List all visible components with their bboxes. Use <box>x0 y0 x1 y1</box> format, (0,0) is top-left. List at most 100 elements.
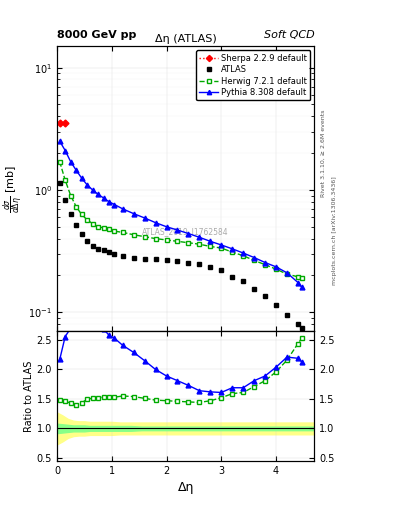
Herwig 7.2.1 default <box>142 233 147 240</box>
Legend: Sherpa 2.2.9 default, ATLAS, Herwig 7.2.1 default, Pythia 8.308 default: Sherpa 2.2.9 default, ATLAS, Herwig 7.2.… <box>196 50 310 100</box>
ATLAS <box>299 325 304 331</box>
Pythia 8.308 default <box>285 270 289 276</box>
ATLAS <box>79 230 84 237</box>
Pythia 8.308 default <box>164 224 169 230</box>
Herwig 7.2.1 default <box>299 275 304 281</box>
Herwig 7.2.1 default <box>74 204 79 210</box>
Pythia 8.308 default <box>112 201 117 207</box>
Pythia 8.308 default <box>219 242 224 248</box>
Pythia 8.308 default <box>241 250 246 256</box>
ATLAS <box>90 243 95 249</box>
ATLAS <box>186 260 191 266</box>
Herwig 7.2.1 default <box>263 262 268 268</box>
ATLAS <box>252 286 257 292</box>
ATLAS <box>175 259 180 265</box>
Herwig 7.2.1 default <box>197 241 202 247</box>
Pythia 8.308 default <box>296 280 300 286</box>
Sherpa 2.2.9 default <box>57 120 62 126</box>
ATLAS <box>153 257 158 263</box>
ATLAS <box>131 254 136 261</box>
Pythia 8.308 default <box>274 264 278 270</box>
Herwig 7.2.1 default <box>296 274 300 280</box>
Line: Herwig 7.2.1 default: Herwig 7.2.1 default <box>57 159 304 281</box>
Herwig 7.2.1 default <box>90 221 95 227</box>
ATLAS <box>296 321 300 327</box>
Herwig 7.2.1 default <box>153 236 158 242</box>
ATLAS <box>263 293 268 300</box>
Pythia 8.308 default <box>85 182 90 188</box>
ATLAS <box>274 302 278 308</box>
Pythia 8.308 default <box>230 246 235 252</box>
Herwig 7.2.1 default <box>252 258 257 264</box>
ATLAS <box>230 274 235 280</box>
ATLAS <box>101 247 106 253</box>
ATLAS <box>197 261 202 267</box>
Pythia 8.308 default <box>153 220 158 226</box>
ATLAS <box>285 312 289 318</box>
Herwig 7.2.1 default <box>219 245 224 251</box>
Pythia 8.308 default <box>101 195 106 201</box>
Herwig 7.2.1 default <box>85 217 90 223</box>
Herwig 7.2.1 default <box>68 193 73 199</box>
Pythia 8.308 default <box>57 138 62 144</box>
Herwig 7.2.1 default <box>274 266 278 272</box>
Herwig 7.2.1 default <box>285 271 289 277</box>
Pythia 8.308 default <box>142 215 147 221</box>
Text: ATLAS_2019_I1762584: ATLAS_2019_I1762584 <box>142 227 229 236</box>
Herwig 7.2.1 default <box>96 224 101 230</box>
Herwig 7.2.1 default <box>186 240 191 246</box>
Sherpa 2.2.9 default <box>63 120 68 126</box>
Pythia 8.308 default <box>197 234 202 240</box>
ATLAS <box>112 251 117 257</box>
Herwig 7.2.1 default <box>57 159 62 165</box>
Pythia 8.308 default <box>131 210 136 217</box>
Pythia 8.308 default <box>79 175 84 181</box>
Text: Soft QCD: Soft QCD <box>264 30 314 40</box>
Herwig 7.2.1 default <box>208 243 213 249</box>
Herwig 7.2.1 default <box>112 228 117 234</box>
Pythia 8.308 default <box>107 199 111 205</box>
Line: Pythia 8.308 default: Pythia 8.308 default <box>57 139 304 290</box>
Pythia 8.308 default <box>299 284 304 290</box>
Pythia 8.308 default <box>186 230 191 237</box>
Text: Rivet 3.1.10, ≥ 2.6M events: Rivet 3.1.10, ≥ 2.6M events <box>320 110 325 197</box>
Pythia 8.308 default <box>252 254 257 261</box>
Herwig 7.2.1 default <box>120 229 125 236</box>
Herwig 7.2.1 default <box>107 226 111 232</box>
ATLAS <box>241 278 246 284</box>
Y-axis label: $\frac{d\sigma}{d\Delta\eta}$ [mb]: $\frac{d\sigma}{d\Delta\eta}$ [mb] <box>2 165 26 212</box>
Line: Sherpa 2.2.9 default: Sherpa 2.2.9 default <box>57 121 68 126</box>
Pythia 8.308 default <box>175 227 180 233</box>
Herwig 7.2.1 default <box>241 252 246 259</box>
Line: ATLAS: ATLAS <box>57 180 304 330</box>
ATLAS <box>120 252 125 259</box>
ATLAS <box>63 198 68 204</box>
Text: 8000 GeV pp: 8000 GeV pp <box>57 30 136 40</box>
Title: Δη (ATLAS): Δη (ATLAS) <box>155 34 217 44</box>
ATLAS <box>68 211 73 218</box>
Pythia 8.308 default <box>208 238 213 244</box>
X-axis label: Δη: Δη <box>178 481 194 494</box>
Pythia 8.308 default <box>90 187 95 193</box>
ATLAS <box>142 255 147 262</box>
ATLAS <box>107 249 111 255</box>
Herwig 7.2.1 default <box>175 238 180 244</box>
Pythia 8.308 default <box>74 167 79 173</box>
Y-axis label: Ratio to ATLAS: Ratio to ATLAS <box>24 360 34 432</box>
ATLAS <box>208 264 213 270</box>
ATLAS <box>96 246 101 252</box>
Pythia 8.308 default <box>63 147 68 154</box>
Herwig 7.2.1 default <box>101 225 106 231</box>
Text: mcplots.cern.ch [arXiv:1306.3436]: mcplots.cern.ch [arXiv:1306.3436] <box>332 176 337 285</box>
Herwig 7.2.1 default <box>230 249 235 255</box>
Herwig 7.2.1 default <box>79 211 84 218</box>
ATLAS <box>164 258 169 264</box>
ATLAS <box>57 179 62 185</box>
ATLAS <box>219 267 224 273</box>
Herwig 7.2.1 default <box>63 177 68 183</box>
ATLAS <box>74 222 79 228</box>
ATLAS <box>85 238 90 244</box>
Pythia 8.308 default <box>120 206 125 212</box>
Pythia 8.308 default <box>96 191 101 198</box>
Pythia 8.308 default <box>263 260 268 266</box>
